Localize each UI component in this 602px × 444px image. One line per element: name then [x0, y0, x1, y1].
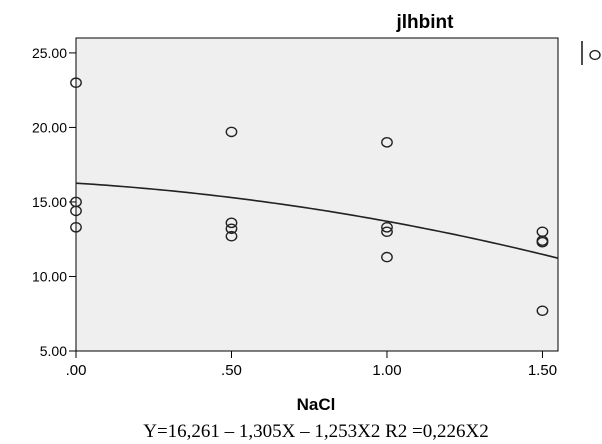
data-point — [381, 137, 393, 148]
y-tick-label: 10.00 — [32, 268, 67, 284]
data-point — [381, 251, 393, 263]
fit-curve — [75, 182, 559, 259]
y-axis: 5.00 10.00 15.00 20.00 25.00 — [32, 45, 76, 359]
data-point — [536, 305, 549, 317]
legend — [581, 41, 601, 65]
x-tick-label: .50 — [221, 362, 242, 379]
y-tick-label: 15.00 — [32, 194, 67, 210]
data-point — [225, 223, 238, 235]
data-point — [536, 236, 549, 248]
data-point — [70, 77, 82, 89]
data-point — [381, 226, 393, 238]
data-point — [225, 230, 238, 242]
y-tick-label: 20.00 — [32, 119, 67, 135]
y-tick-label: 25.00 — [32, 45, 67, 61]
plot-area — [75, 37, 559, 352]
equation-caption: Y=16,261 – 1,305X – 1,253X2 R2 =0,226X2 — [143, 421, 489, 442]
data-point — [225, 217, 238, 229]
y-tick-label: 5.00 — [40, 343, 67, 359]
fit-curve-layer — [75, 182, 559, 259]
data-point — [70, 221, 82, 233]
chart-title: jlhbint — [396, 12, 455, 33]
x-tick-label: .00 — [66, 362, 87, 379]
x-tick-label: 1.00 — [372, 362, 401, 379]
data-points — [70, 77, 549, 317]
x-axis: .00 .50 1.00 1.50 — [66, 351, 557, 379]
data-point — [70, 205, 82, 217]
data-point — [225, 126, 238, 138]
legend-circle-symbol — [589, 49, 601, 61]
data-point — [381, 221, 393, 233]
x-tick-label: 1.50 — [528, 362, 557, 379]
x-axis-label: NaCl — [297, 395, 336, 414]
